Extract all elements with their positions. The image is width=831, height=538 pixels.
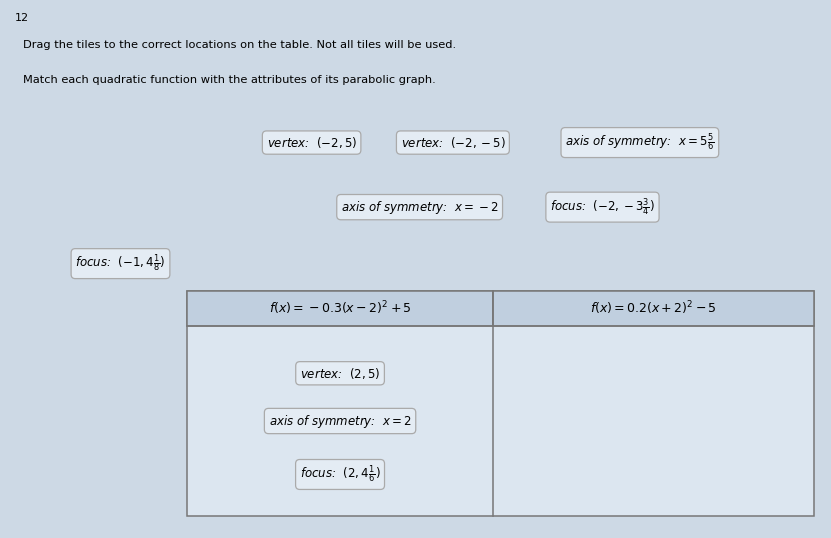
Text: axis of symmetry:  $x = 2$: axis of symmetry: $x = 2$ xyxy=(268,413,411,429)
FancyBboxPatch shape xyxy=(187,291,814,516)
FancyBboxPatch shape xyxy=(493,291,814,325)
Text: axis of symmetry:  $x =  -2$: axis of symmetry: $x = -2$ xyxy=(341,199,499,216)
Text: focus:  $(-1, 4\frac{1}{8})$: focus: $(-1, 4\frac{1}{8})$ xyxy=(76,253,165,274)
Text: $f(x) = -0.3(x-2)^2+5$: $f(x) = -0.3(x-2)^2+5$ xyxy=(268,299,411,317)
Text: vertex:  $(-2, -5)$: vertex: $(-2, -5)$ xyxy=(401,135,505,150)
FancyBboxPatch shape xyxy=(187,291,493,325)
Text: focus:  $(2, 4\frac{1}{6})$: focus: $(2, 4\frac{1}{6})$ xyxy=(300,464,381,485)
Text: 12: 12 xyxy=(15,13,29,24)
Text: vertex:  $(-2, 5)$: vertex: $(-2, 5)$ xyxy=(267,135,356,150)
Text: $f(x) = 0.2(x+2)^2-5$: $f(x) = 0.2(x+2)^2-5$ xyxy=(590,299,717,317)
Text: Drag the tiles to the correct locations on the table. Not all tiles will be used: Drag the tiles to the correct locations … xyxy=(23,40,456,51)
Text: vertex:  $(2, 5)$: vertex: $(2, 5)$ xyxy=(300,366,381,381)
Text: Match each quadratic function with the attributes of its parabolic graph.: Match each quadratic function with the a… xyxy=(23,75,436,86)
Text: focus:  $(-2, -3\frac{3}{4})$: focus: $(-2, -3\frac{3}{4})$ xyxy=(550,196,655,218)
Text: axis of symmetry:  $x = 5\frac{5}{6}$: axis of symmetry: $x = 5\frac{5}{6}$ xyxy=(565,132,715,153)
